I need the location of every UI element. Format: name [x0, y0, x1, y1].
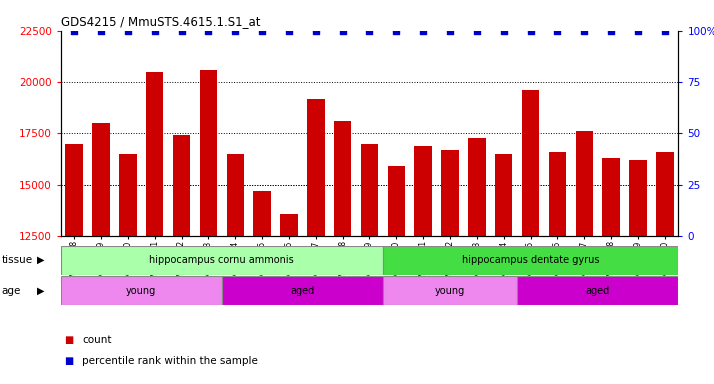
Text: ■: ■	[64, 335, 74, 345]
Point	[391, 28, 402, 34]
Text: ▶: ▶	[37, 255, 45, 265]
Text: percentile rank within the sample: percentile rank within the sample	[82, 356, 258, 366]
Bar	[361, 144, 378, 236]
Text: age: age	[1, 286, 21, 296]
Bar	[517, 276, 678, 305]
Point	[525, 28, 536, 34]
Point	[176, 28, 187, 34]
Point	[605, 28, 617, 34]
Point	[498, 28, 510, 34]
Bar	[66, 144, 83, 236]
Point	[659, 28, 670, 34]
Text: aged: aged	[585, 286, 610, 296]
Text: hippocampus cornu ammonis: hippocampus cornu ammonis	[149, 255, 294, 265]
Text: ■: ■	[64, 356, 74, 366]
Point	[337, 28, 348, 34]
Text: ▶: ▶	[37, 286, 45, 296]
Bar	[92, 123, 110, 236]
Point	[149, 28, 161, 34]
Point	[256, 28, 268, 34]
Text: aged: aged	[290, 286, 314, 296]
Text: count: count	[82, 335, 111, 345]
Text: young: young	[435, 286, 466, 296]
Bar	[383, 246, 678, 275]
Point	[203, 28, 214, 34]
Bar	[414, 146, 432, 236]
Bar	[119, 154, 136, 236]
Bar	[388, 166, 405, 236]
Point	[552, 28, 563, 34]
Point	[363, 28, 375, 34]
Bar	[146, 72, 164, 236]
Bar	[200, 70, 217, 236]
Point	[444, 28, 456, 34]
Bar	[253, 191, 271, 236]
Text: hippocampus dentate gyrus: hippocampus dentate gyrus	[462, 255, 599, 265]
Bar	[656, 152, 673, 236]
Text: tissue: tissue	[1, 255, 33, 265]
Point	[229, 28, 241, 34]
Bar	[495, 154, 513, 236]
Text: young: young	[126, 286, 156, 296]
Bar	[226, 154, 244, 236]
Point	[310, 28, 321, 34]
Bar	[222, 276, 383, 305]
Bar	[307, 99, 325, 236]
Point	[283, 28, 295, 34]
Point	[418, 28, 429, 34]
Point	[471, 28, 483, 34]
Bar	[468, 137, 486, 236]
Bar	[334, 121, 351, 236]
Bar	[61, 276, 222, 305]
Point	[122, 28, 134, 34]
Bar	[280, 214, 298, 236]
Bar	[61, 246, 383, 275]
Bar	[629, 160, 647, 236]
Text: GDS4215 / MmuSTS.4615.1.S1_at: GDS4215 / MmuSTS.4615.1.S1_at	[61, 15, 260, 28]
Point	[578, 28, 590, 34]
Bar	[575, 131, 593, 236]
Bar	[522, 90, 539, 236]
Bar	[549, 152, 566, 236]
Bar	[603, 158, 620, 236]
Bar	[383, 276, 517, 305]
Point	[69, 28, 80, 34]
Bar	[173, 136, 190, 236]
Point	[633, 28, 644, 34]
Point	[95, 28, 106, 34]
Bar	[441, 150, 459, 236]
